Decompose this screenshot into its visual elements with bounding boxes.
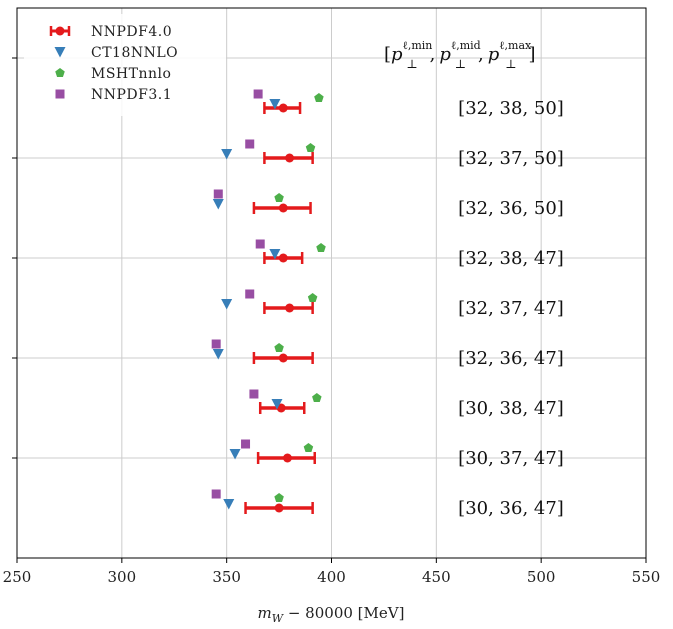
column-title-sub3: ⊥ (505, 57, 516, 71)
column-title-p2: p (439, 44, 451, 65)
ct18nnlo-point (223, 499, 235, 510)
nnpdf3-1-point (255, 239, 265, 249)
row-label: [30, 36, 47] (458, 498, 564, 519)
nnpdf4-0-point (278, 203, 288, 213)
column-title-sub1: ⊥ (406, 57, 417, 71)
row-label: [32, 36, 47] (458, 348, 564, 369)
x-tick-label: 350 (212, 568, 241, 586)
ct18nnlo-point (221, 149, 233, 160)
row-label: [32, 37, 47] (458, 298, 564, 319)
mshtnnlo-point (307, 293, 318, 303)
row-label: [32, 36, 50] (458, 198, 564, 219)
column-title-p3: p (488, 44, 500, 65)
legend-label-ct18nnlo: CT18NNLO (91, 45, 178, 61)
column-title-sep2: , (478, 44, 484, 65)
nnpdf3-1-point (245, 139, 255, 149)
row-label: [32, 38, 47] (458, 248, 564, 269)
ct18nnlo-point (269, 249, 281, 260)
row-labels: [32, 38, 50] [32, 37, 50] [32, 36, 50] [32,… (458, 98, 564, 519)
mshtnnlo-point (274, 343, 284, 353)
x-tick-label: 450 (422, 568, 451, 586)
nnpdf4-0-point (285, 153, 295, 163)
legend-marker-mshtnnlo (55, 68, 65, 78)
x-axis-title-rest: − 80000 [MeV] (283, 604, 404, 622)
ct18nnlo-point (229, 449, 241, 460)
nnpdf3-1-point (211, 339, 221, 349)
row-label: [30, 37, 47] (458, 448, 564, 469)
ct18nnlo-point (271, 399, 283, 410)
mshtnnlo-point (274, 493, 284, 503)
nnpdf4-0-point (282, 453, 292, 463)
legend-marker-nnpdf4-0 (55, 26, 65, 36)
legend-marker-ct18nnlo (54, 47, 66, 58)
x-tick-label: 500 (527, 568, 556, 586)
legend-label-mshtnnlo: MSHTnnlo (91, 66, 171, 82)
x-tick-label: 250 (3, 568, 32, 586)
data-marks (211, 89, 326, 514)
mshtnnlo-point (274, 193, 284, 203)
column-title-p1: p (391, 44, 403, 65)
column-title-close: ] (529, 44, 536, 65)
nnpdf4-0-point (274, 503, 284, 513)
x-axis-title-subscript: W (272, 612, 285, 625)
column-title-sup3: ℓ,max (499, 39, 532, 52)
nnpdf4-0-point (285, 303, 295, 313)
row-tick-marks (12, 57, 17, 459)
x-axis-title: mW − 80000 [MeV] (258, 604, 405, 625)
nnpdf3-1-point (241, 439, 251, 449)
legend-label-nnpdf4-0: NNPDF4.0 (91, 24, 172, 40)
column-title: [pℓ,min ⊥, pℓ,mid ⊥, pℓ,max ⊥] (384, 39, 536, 71)
mshtnnlo-point (305, 143, 316, 153)
column-title-open: [ (384, 44, 391, 65)
mshtnnlo-point (316, 243, 326, 253)
nnpdf3-1-point (249, 389, 259, 399)
nnpdf3-1-point (253, 89, 263, 99)
mshtnnlo-point (314, 93, 324, 103)
ct18nnlo-point (212, 349, 224, 360)
nnpdf3-1-point (211, 489, 221, 499)
legend: NNPDF4.0 CT18NNLO MSHTnnlo NNPDF3.1 (24, 14, 226, 116)
nnpdf4-0-point (278, 103, 288, 113)
legend-label-nnpdf3-1: NNPDF3.1 (91, 87, 172, 103)
nnpdf3-1-point (245, 289, 255, 299)
x-axis-ticks: 250 300 350 400 450 500 550 (3, 558, 661, 586)
row-label: [32, 37, 50] (458, 148, 564, 169)
row-label: [30, 38, 47] (458, 398, 564, 419)
legend-marker-nnpdf3-1 (55, 89, 65, 99)
column-title-sup1: ℓ,min (403, 39, 433, 52)
ct18nnlo-point (269, 99, 281, 110)
x-tick-label: 300 (108, 568, 137, 586)
x-tick-label: 550 (632, 568, 661, 586)
mshtnnlo-point (303, 443, 314, 453)
column-title-sup2: ℓ,mid (451, 39, 481, 52)
column-title-sub2: ⊥ (455, 57, 466, 71)
mshtnnlo-point (312, 393, 322, 403)
nnpdf4-0-point (278, 253, 288, 263)
nnpdf3-1-point (213, 189, 223, 199)
x-axis-title-symbol: m (258, 604, 272, 622)
ct18nnlo-point (221, 299, 233, 310)
nnpdf4-0-point (278, 353, 288, 363)
x-tick-label: 400 (317, 568, 346, 586)
row-label: [32, 38, 50] (458, 98, 564, 119)
column-title-sep1: , (430, 44, 436, 65)
ct18nnlo-point (212, 199, 224, 210)
